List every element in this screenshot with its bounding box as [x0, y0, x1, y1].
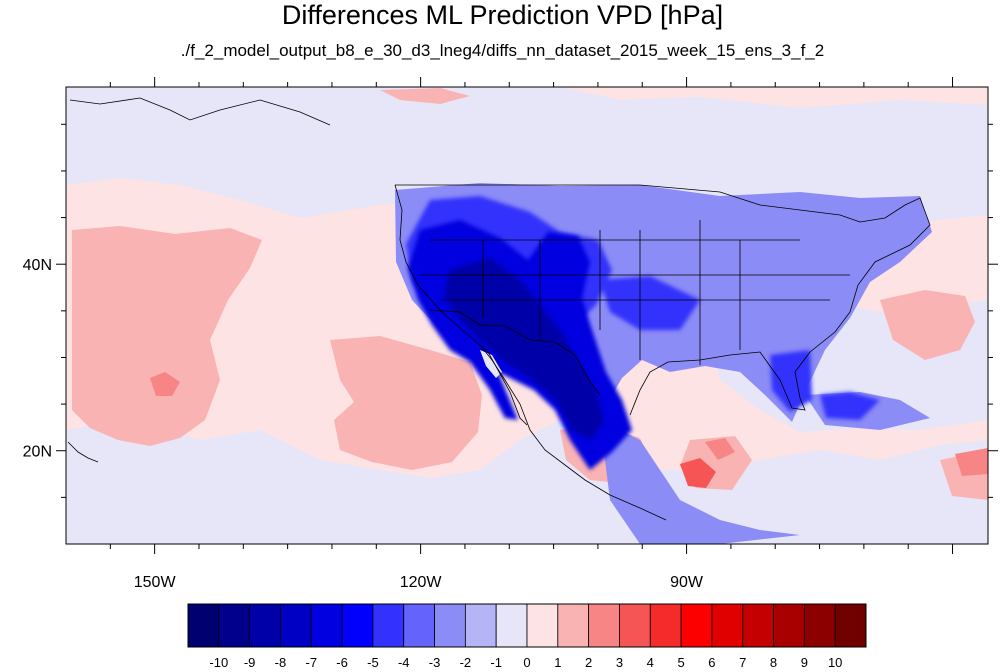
colorbar-label: 7: [739, 655, 746, 670]
colorbar-label: -6: [336, 655, 348, 670]
colorbar-swatch: [742, 603, 774, 648]
colorbar-label: 10: [828, 655, 842, 670]
colorbar-label: -5: [367, 655, 379, 670]
colorbar-label: -1: [490, 655, 502, 670]
gulf-of-california: [480, 350, 502, 378]
colorbar-swatch: [803, 603, 836, 648]
colorbar-label: -8: [275, 655, 287, 670]
strong-positive-regions: [150, 372, 988, 488]
colorbar-swatch: [403, 603, 435, 648]
colorbar-label: -3: [429, 655, 441, 670]
vpd-difference-field: [66, 87, 988, 544]
colorbar-swatch: [310, 603, 343, 648]
colorbar-swatch: [711, 603, 744, 648]
colorbar-label: -10: [209, 655, 228, 670]
axis-ticks: [56, 77, 998, 554]
colorbar-label: -2: [460, 655, 472, 670]
colorbar-swatch: [649, 603, 682, 648]
colorbar-label: 5: [677, 655, 684, 670]
colorbar-swatch: [341, 603, 374, 648]
lat-tick-label: 40N: [23, 257, 52, 274]
plot-subtitle: ./f_2_model_output_b8_e_30_d3_lneg4/diff…: [180, 41, 825, 60]
colorbar-swatch: [495, 603, 528, 648]
colorbar-swatch: [280, 603, 312, 648]
colorbar-swatch: [619, 603, 651, 648]
lat-tick-label: 20N: [23, 444, 52, 461]
colorbar: -10 -9 -8 -7 -6 -5 -4 -3 -2 -1 0 1 2 3 4 5 6 7 8 9 10: [187, 603, 867, 670]
axis-tick-labels: 150W 120W 90W 40N 20N: [23, 257, 704, 591]
colorbar-swatch: [187, 603, 220, 648]
colorbar-label: 8: [770, 655, 777, 670]
colorbar-label: 2: [585, 655, 592, 670]
lon-tick-label: 120W: [400, 574, 443, 591]
colorbar-swatch: [464, 603, 497, 648]
colorbar-label: -7: [305, 655, 317, 670]
plot-title: Differences ML Prediction VPD [hPa]: [281, 0, 724, 30]
colorbar-label: 9: [801, 655, 808, 670]
strongest-negative-core: [444, 258, 604, 440]
colorbar-label: 6: [708, 655, 715, 670]
colorbar-label: 4: [647, 655, 654, 670]
colorbar-swatch: [834, 603, 867, 648]
colorbar-swatch: [526, 603, 559, 648]
colorbar-swatch: [680, 603, 713, 648]
colorbar-swatch: [372, 603, 405, 648]
colorbar-label: -4: [398, 655, 410, 670]
coastlines-and-borders: [67, 97, 931, 521]
colorbar-label: 3: [616, 655, 623, 670]
colorbar-swatch: [588, 603, 620, 648]
colorbar-swatch: [434, 603, 466, 648]
colorbar-label: 0: [523, 655, 530, 670]
lon-tick-label: 90W: [670, 574, 704, 591]
colorbar-swatch: [557, 603, 590, 648]
colorbar-label: -9: [244, 655, 256, 670]
map-frame: [65, 86, 989, 545]
colorbar-swatch: [773, 603, 805, 648]
lon-tick-label: 150W: [134, 574, 177, 591]
colorbar-label: 1: [554, 655, 561, 670]
colorbar-swatch: [218, 603, 251, 648]
colorbar-swatch: [249, 603, 281, 648]
colorbar-frame: [187, 603, 867, 648]
